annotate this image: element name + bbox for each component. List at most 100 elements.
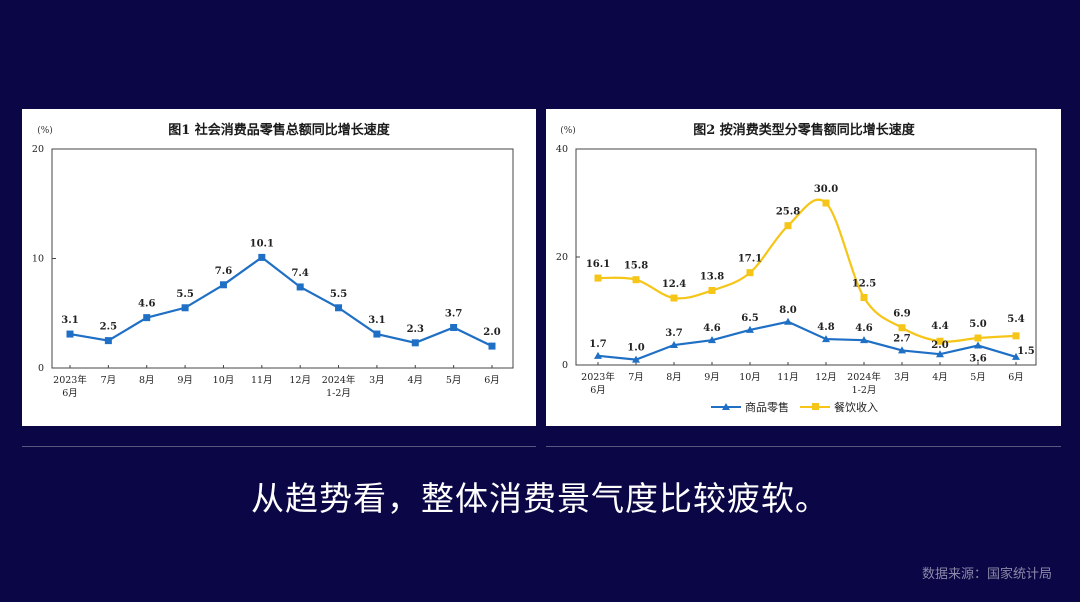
series-line (597, 198, 1017, 343)
x-tick-label: 12月 (289, 375, 311, 386)
x-tick-label: 2024年 (322, 374, 356, 386)
data-point (936, 350, 944, 358)
chart2-legend: 商品零售 餐饮收入 (711, 400, 878, 414)
x-tick-label: 2023年 (53, 374, 87, 386)
data-label: 3.7 (665, 328, 682, 339)
data-point (632, 355, 640, 363)
data-point (594, 274, 602, 282)
data-label: 4.6 (138, 299, 155, 310)
data-point (335, 304, 343, 312)
data-label: 3.1 (368, 315, 385, 326)
x-tick-label: 11月 (777, 372, 799, 383)
data-point (143, 314, 151, 322)
data-point (411, 339, 419, 347)
series-line (69, 256, 493, 348)
x-tick-label: 8月 (666, 372, 682, 383)
data-point (258, 253, 266, 261)
data-label: 7.6 (215, 266, 232, 277)
data-point (670, 294, 678, 302)
x-tick-label: 3月 (369, 375, 385, 386)
data-point (219, 281, 227, 289)
data-point (974, 334, 982, 342)
x-tick-label: 11月 (251, 375, 273, 386)
x-tick-label: 2024年 (847, 371, 881, 383)
data-label: 6.5 (741, 313, 758, 324)
data-label: 4.4 (931, 321, 948, 332)
chart2-unit: (%) (560, 125, 576, 136)
x-tick-label: 5月 (970, 372, 986, 383)
data-label: 16.1 (586, 259, 610, 270)
data-point (784, 222, 792, 230)
data-point (708, 336, 716, 344)
x-tick-label: 6月 (484, 375, 500, 386)
data-label: 4.6 (855, 323, 872, 334)
data-label: 5.4 (1007, 314, 1024, 325)
data-point (1012, 352, 1020, 360)
chart1-title: 图1 社会消费品零售总额同比增长速度 (168, 122, 391, 138)
data-label: 10.1 (250, 238, 274, 249)
source-note: 数据来源：国家统计局 (921, 567, 1052, 582)
x-tick-label: 1-2月 (326, 388, 351, 399)
data-point (373, 330, 381, 338)
data-point (594, 351, 602, 359)
data-label: 7.4 (291, 268, 308, 279)
legend-square-icon (812, 403, 819, 410)
x-tick-label: 3月 (894, 372, 910, 383)
chart2-plot-frame (575, 148, 1037, 366)
chart1-panel: 图1 社会消费品零售总额同比增长速度 (%) 0 10 20 2023年 6月 7月 8月… (22, 109, 536, 426)
data-label: 2.7 (893, 333, 910, 344)
series-line (597, 320, 1017, 361)
x-tick-label: 10月 (739, 372, 761, 383)
y-tick-label: 40 (556, 144, 568, 155)
data-label: 30.0 (814, 184, 838, 195)
data-label: 15.8 (624, 261, 648, 272)
data-label: 4.8 (817, 322, 834, 333)
data-label: 8.0 (779, 305, 796, 316)
x-tick-label: 4月 (932, 372, 948, 383)
legend-label-catering: 餐饮收入 (834, 400, 878, 414)
data-point (670, 341, 678, 349)
x-tick-label: 6月 (590, 385, 606, 396)
data-point (898, 324, 906, 332)
y-tick-label: 20 (32, 144, 44, 155)
data-point (104, 337, 112, 345)
x-tick-label: 9月 (704, 372, 720, 383)
data-point (450, 323, 458, 331)
data-label: 1.0 (627, 343, 644, 354)
y-tick-label: 0 (562, 360, 568, 371)
x-tick-label: 10月 (213, 375, 235, 386)
chart2-title: 图2 按消费类型分零售额同比增长速度 (693, 122, 916, 138)
data-point (898, 346, 906, 354)
data-point (746, 269, 754, 277)
x-tick-label: 9月 (177, 375, 193, 386)
data-point (746, 325, 754, 333)
legend-triangle-icon (722, 403, 730, 410)
x-tick-label: 7月 (628, 372, 644, 383)
data-label: 17.1 (738, 254, 762, 265)
data-label: 13.8 (700, 271, 724, 282)
chart1-unit: (%) (37, 125, 53, 136)
data-label: 12.5 (852, 279, 876, 290)
chart2-panel: 图2 按消费类型分零售额同比增长速度 (%) 0 20 40 2023年 6月 7月 8月… (546, 109, 1061, 426)
data-point (860, 336, 868, 344)
data-label: 5.5 (330, 289, 347, 300)
x-tick-label: 2023年 (581, 371, 615, 383)
data-label: 3.7 (445, 308, 462, 319)
data-point (860, 294, 868, 301)
chart2-svg: 图2 按消费类型分零售额同比增长速度 (%) 0 20 40 2023年 6月 7月 8月… (556, 122, 1037, 414)
data-label: 2.5 (100, 322, 117, 333)
divider-left (22, 446, 536, 447)
data-point (488, 342, 496, 350)
caption-text: 从趋势看，整体消费景气度比较疲软。 (251, 479, 829, 518)
x-tick-label: 1-2月 (852, 385, 877, 396)
data-label: 3.1 (61, 315, 78, 326)
data-point (936, 337, 944, 345)
chart1-plot-frame (51, 148, 514, 369)
data-label: 4.6 (703, 323, 720, 334)
data-point (632, 276, 640, 284)
divider-right (546, 446, 1061, 447)
data-point (296, 283, 304, 291)
chart1-svg: 图1 社会消费品零售总额同比增长速度 (%) 0 10 20 2023年 6月 7月 8月… (32, 122, 514, 399)
x-tick-label: 5月 (446, 375, 462, 386)
data-label: 5.0 (969, 319, 986, 330)
